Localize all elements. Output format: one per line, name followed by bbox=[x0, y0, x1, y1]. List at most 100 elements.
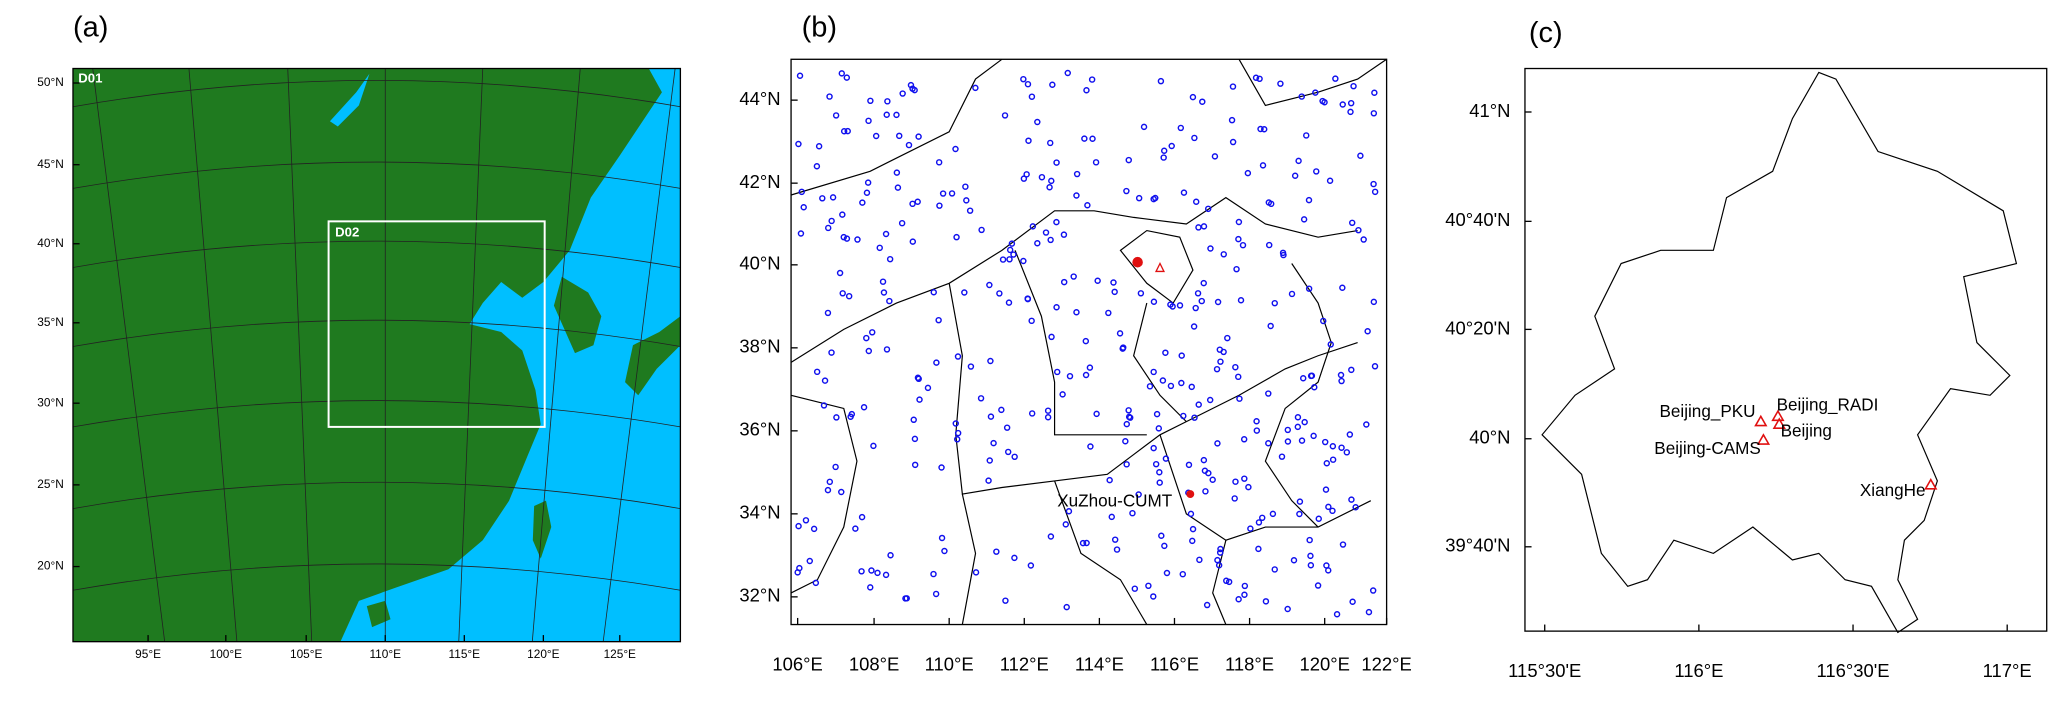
station-dot bbox=[1156, 468, 1163, 476]
station-dot bbox=[796, 564, 803, 572]
station-dot bbox=[1048, 177, 1055, 185]
station-dot bbox=[1176, 302, 1184, 309]
station-dot bbox=[1284, 438, 1292, 445]
station-dot bbox=[1011, 453, 1018, 461]
lake bbox=[329, 73, 370, 127]
y-tick-label: 42°N bbox=[739, 171, 780, 192]
station-dot bbox=[1346, 431, 1354, 438]
station-dot bbox=[1150, 368, 1157, 376]
station-dot bbox=[1083, 539, 1090, 547]
station-dot bbox=[1063, 603, 1070, 611]
station-dot bbox=[1319, 97, 1326, 105]
station-dot bbox=[998, 406, 1005, 414]
x-tick-label: 115°30'E bbox=[1508, 660, 1581, 681]
station-dot bbox=[1271, 299, 1278, 307]
station-dot bbox=[1146, 383, 1154, 390]
station-dot bbox=[1214, 556, 1221, 564]
station-dot bbox=[963, 197, 970, 204]
station-dot bbox=[800, 204, 807, 211]
station-dot bbox=[915, 133, 922, 140]
station-dot bbox=[1059, 391, 1066, 398]
x-tick-label: 118°E bbox=[1225, 653, 1274, 674]
station-dot bbox=[932, 590, 940, 598]
y-tick-label: 25°N bbox=[37, 477, 63, 491]
station-dot bbox=[1267, 322, 1274, 330]
station-dot bbox=[952, 145, 959, 153]
station-dot bbox=[1265, 241, 1273, 249]
station-dot bbox=[978, 226, 985, 234]
station-dot bbox=[1060, 278, 1068, 286]
station-dot bbox=[860, 404, 868, 411]
station-dot bbox=[1355, 226, 1362, 234]
station-dot bbox=[1211, 153, 1219, 160]
station-dot bbox=[858, 568, 865, 575]
station-dot bbox=[1206, 396, 1214, 404]
station-dot bbox=[1020, 75, 1027, 83]
station-dot bbox=[843, 235, 851, 242]
y-tick-label: 20°N bbox=[37, 559, 63, 573]
station-dot bbox=[939, 190, 947, 197]
station-dot bbox=[1320, 317, 1327, 325]
station-dot bbox=[953, 436, 961, 443]
station-dot bbox=[1280, 251, 1287, 259]
station-dot bbox=[1295, 157, 1302, 165]
station-dot bbox=[1047, 139, 1054, 147]
x-tick-label: 115°E bbox=[449, 647, 481, 661]
y-tick-label: 41°N bbox=[1469, 100, 1510, 121]
station-dot bbox=[847, 413, 854, 420]
station-label: Beijing-CAMS bbox=[1654, 439, 1760, 458]
land bbox=[366, 600, 391, 628]
station-dot bbox=[1029, 223, 1037, 230]
station-dot bbox=[914, 374, 922, 381]
y-tick-label: 44°N bbox=[739, 88, 780, 109]
station-dot bbox=[1189, 525, 1197, 533]
graticule-line bbox=[531, 68, 581, 642]
station-dot bbox=[1262, 598, 1270, 605]
station-dot bbox=[824, 486, 832, 494]
station-dot bbox=[1038, 173, 1046, 181]
station-dot bbox=[867, 97, 874, 105]
station-dot bbox=[909, 238, 917, 245]
station-dot bbox=[824, 224, 832, 232]
station-dot bbox=[1123, 420, 1131, 428]
station-dot bbox=[1220, 251, 1227, 258]
station-dot bbox=[1284, 426, 1292, 434]
station-dot bbox=[821, 377, 829, 384]
y-tick-label: 38°N bbox=[739, 336, 780, 357]
station-dot bbox=[824, 309, 832, 317]
station-dot bbox=[1363, 421, 1370, 428]
station-dot bbox=[1135, 194, 1143, 202]
station-dot bbox=[1314, 582, 1322, 589]
station-dot bbox=[996, 290, 1003, 297]
panel-label: (a) bbox=[73, 12, 108, 44]
y-tick-label: 40°N bbox=[739, 253, 780, 274]
station-dot bbox=[1236, 395, 1243, 402]
station-dot bbox=[1241, 582, 1249, 590]
station-dot bbox=[1325, 567, 1332, 574]
station-dot bbox=[1365, 608, 1373, 616]
domain-label: D01 bbox=[78, 71, 102, 86]
station-dot bbox=[1161, 542, 1168, 550]
station-dot bbox=[1202, 488, 1209, 495]
station-dot bbox=[1125, 156, 1132, 164]
station-dot bbox=[1303, 132, 1310, 139]
station-dot bbox=[990, 439, 997, 447]
station-dot bbox=[820, 402, 828, 409]
station-dot bbox=[1046, 184, 1053, 191]
station-dot bbox=[1024, 295, 1032, 303]
station-dot bbox=[840, 233, 847, 241]
station-dot bbox=[1004, 448, 1012, 456]
station-dot bbox=[1247, 525, 1254, 532]
y-tick-label: 40°N bbox=[37, 236, 63, 250]
station-dot bbox=[858, 513, 866, 521]
station-dot bbox=[810, 525, 818, 533]
station-dot bbox=[1060, 231, 1068, 238]
station-dot bbox=[1225, 578, 1233, 586]
station-dot bbox=[911, 435, 919, 443]
station-dot bbox=[839, 290, 846, 297]
station-dot bbox=[868, 567, 875, 574]
station-dot bbox=[1198, 297, 1205, 305]
station-dot bbox=[1290, 557, 1298, 564]
station-dot bbox=[961, 289, 968, 296]
